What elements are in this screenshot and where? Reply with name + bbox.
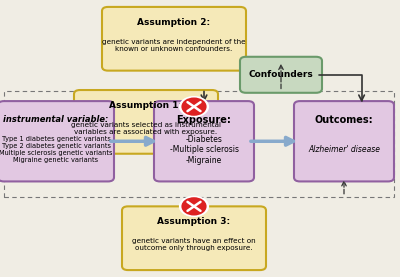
Text: -Diabetes
-Multiple sclerosis
-Migraine: -Diabetes -Multiple sclerosis -Migraine [170,135,238,165]
Text: Assumption 2:: Assumption 2: [138,18,210,27]
FancyBboxPatch shape [74,90,218,154]
FancyBboxPatch shape [240,57,322,93]
Text: Outcomes:: Outcomes: [315,115,373,125]
FancyBboxPatch shape [102,7,246,71]
Text: genetic variants are independent of the
known or unknown confounders.: genetic variants are independent of the … [102,39,246,52]
Text: Exposure:: Exposure: [176,115,232,125]
Text: instrumental variable:: instrumental variable: [3,115,109,124]
Text: genetic variants selected as instrumental
variables are associated with exposure: genetic variants selected as instrumenta… [71,122,221,135]
FancyBboxPatch shape [0,101,114,181]
Circle shape [183,99,205,114]
FancyBboxPatch shape [154,101,254,181]
FancyBboxPatch shape [122,206,266,270]
Circle shape [180,97,208,117]
Circle shape [180,196,208,216]
Circle shape [183,199,205,214]
Text: Type 1 diabetes genetic variants
Type 2 diabetes genetic variants
Multiple scler: Type 1 diabetes genetic variants Type 2 … [0,136,113,163]
FancyBboxPatch shape [294,101,394,181]
Text: Assumption 3:: Assumption 3: [158,217,230,226]
Text: Confounders: Confounders [249,70,313,79]
Text: Alzheimer' disease: Alzheimer' disease [308,145,380,154]
Text: Assumption 1:: Assumption 1: [110,101,182,110]
Text: genetic variants have an effect on
outcome only through exposure.: genetic variants have an effect on outco… [132,238,256,251]
